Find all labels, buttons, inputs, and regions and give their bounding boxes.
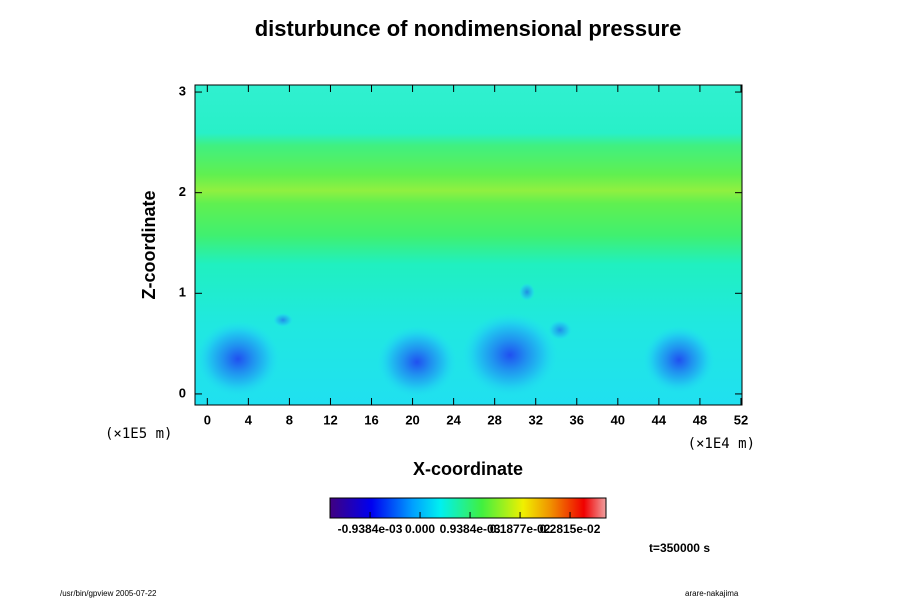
y-tick-label: 1 <box>179 285 186 300</box>
x-tick-label: 40 <box>611 412 625 427</box>
x-tick-label: 28 <box>487 412 501 427</box>
time-label: t=350000 s <box>649 541 710 555</box>
x-tick-label: 0 <box>204 412 211 427</box>
x-tick-label: 44 <box>652 412 667 427</box>
x-axis-label: X-coordinate <box>413 459 523 479</box>
footer-left: /usr/bin/gpview 2005-07-22 <box>60 589 157 598</box>
y-unit: (×1E5 m) <box>105 426 172 442</box>
x-tick-label: 52 <box>734 412 748 427</box>
colorbar-tick-label: -0.9384e-03 <box>338 522 403 536</box>
colorbar-tick-label: 0.1877e-02 <box>490 522 551 536</box>
y-tick-label: 0 <box>179 385 186 400</box>
y-axis-label: Z-coordinate <box>139 190 159 299</box>
colorbar <box>329 497 607 519</box>
x-tick-label: 24 <box>446 412 461 427</box>
plot-frame <box>194 84 743 406</box>
chart-title: disturbunce of nondimensional pressure <box>255 16 682 41</box>
colorbar-tick-label: 0.000 <box>405 522 435 536</box>
contour-field <box>195 85 742 405</box>
x-tick-label: 32 <box>528 412 542 427</box>
x-tick-label: 48 <box>693 412 707 427</box>
y-tick-label: 2 <box>179 184 186 199</box>
x-tick-label: 12 <box>323 412 337 427</box>
x-tick-label: 20 <box>405 412 419 427</box>
footer-right: arare-nakajima <box>685 589 739 598</box>
x-tick-label: 36 <box>570 412 584 427</box>
colorbar-tick-label: 0.2815e-02 <box>540 522 601 536</box>
x-tick-label: 16 <box>364 412 378 427</box>
x-unit: (×1E4 m) <box>688 436 755 452</box>
x-tick-label: 4 <box>245 412 253 427</box>
x-tick-label: 8 <box>286 412 293 427</box>
y-tick-label: 3 <box>179 83 186 98</box>
colorbar-tick-label: 0.9384e-03 <box>440 522 501 536</box>
